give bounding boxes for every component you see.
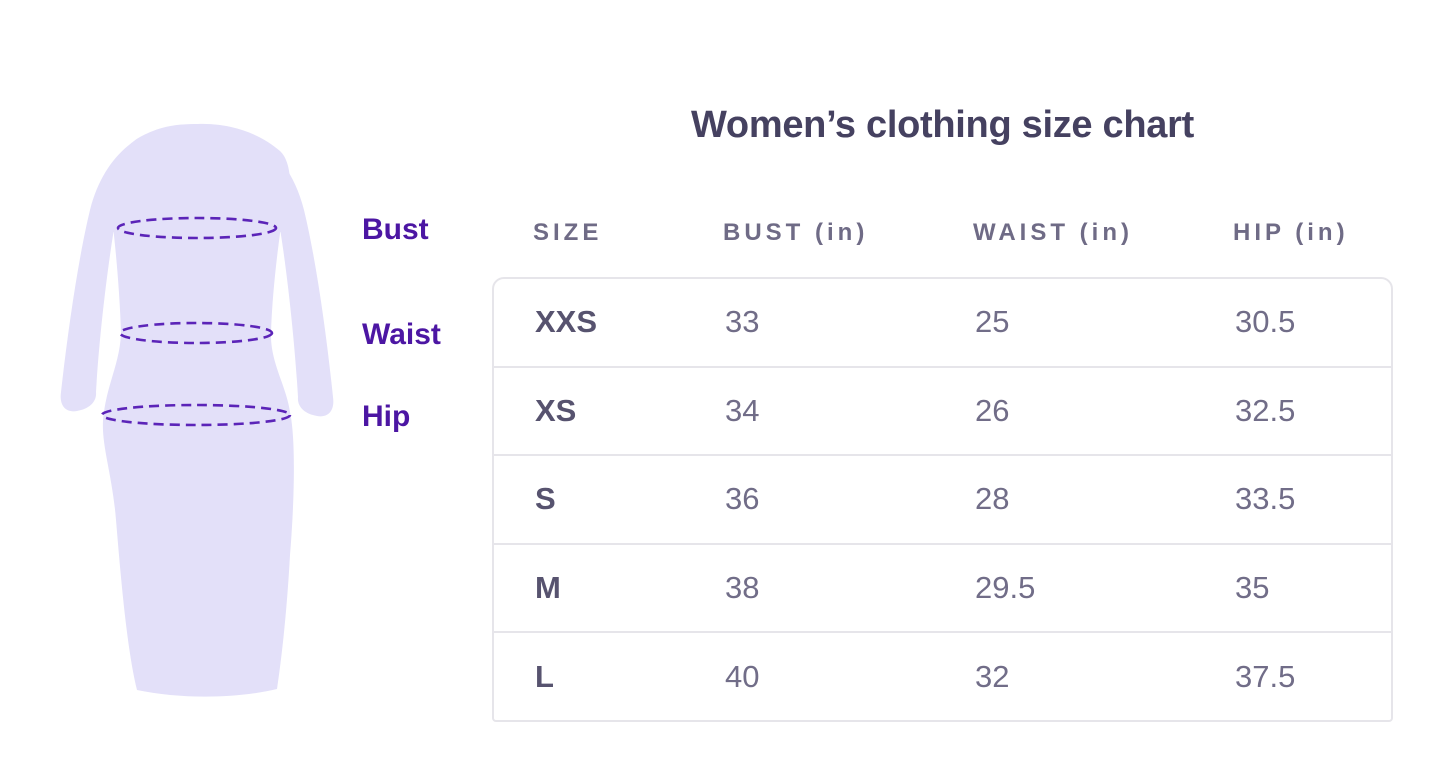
measurement-lines (100, 216, 292, 427)
table-row-l: L 40 32 37.5 (494, 633, 1391, 720)
dress-left-sleeve (60, 134, 146, 412)
waist-cell: 28 (975, 481, 1010, 517)
waist-cell: 29.5 (975, 570, 1036, 606)
hip-label: Hip (362, 400, 411, 433)
hip-measure-line (100, 403, 292, 427)
bust-label: Bust (362, 213, 429, 246)
bust-cell: 40 (725, 658, 760, 694)
bust-cell: 34 (725, 392, 760, 428)
hip-cell: 35 (1235, 570, 1270, 606)
bust-cell: 36 (725, 481, 760, 517)
bust-measure-line (116, 216, 278, 240)
page-title: Women’s clothing size chart (691, 104, 1194, 146)
size-cell: XS (535, 392, 577, 428)
dress-figure (60, 123, 334, 697)
size-cell: L (535, 658, 554, 694)
size-table: XXS 33 25 30.5 XS 34 26 32.5 S 36 28 33.… (492, 277, 1393, 722)
table-row-xxs: XXS 33 25 30.5 (494, 279, 1391, 368)
dress-illustration: Bust Waist Hip (0, 0, 480, 771)
hip-cell: 32.5 (1235, 392, 1296, 428)
dress-shoulders (110, 123, 291, 232)
column-header-waist: WAIST (in) (973, 219, 1133, 246)
size-cell: XXS (535, 304, 598, 340)
waist-measure-line (118, 321, 274, 345)
hip-cell: 37.5 (1235, 658, 1296, 694)
column-header-size: SIZE (533, 219, 603, 246)
hip-cell: 30.5 (1235, 304, 1296, 340)
column-header-hip: HIP (in) (1233, 219, 1349, 246)
table-row-xs: XS 34 26 32.5 (494, 368, 1391, 457)
table-row-s: S 36 28 33.5 (494, 456, 1391, 545)
waist-label: Waist (362, 318, 441, 351)
size-cell: M (535, 570, 561, 606)
bust-cell: 33 (725, 304, 760, 340)
dress-body (102, 226, 294, 697)
dress-right-sleeve (248, 134, 334, 417)
table-row-m: M 38 29.5 35 (494, 545, 1391, 634)
table-header-row: SIZE BUST (in) WAIST (in) HIP (in) (492, 220, 1393, 246)
dress-silhouette (60, 123, 334, 697)
waist-cell: 26 (975, 392, 1010, 428)
hip-cell: 33.5 (1235, 481, 1296, 517)
column-header-bust: BUST (in) (723, 219, 869, 246)
bust-cell: 38 (725, 570, 760, 606)
waist-cell: 25 (975, 304, 1010, 340)
waist-cell: 32 (975, 658, 1010, 694)
size-cell: S (535, 481, 556, 517)
